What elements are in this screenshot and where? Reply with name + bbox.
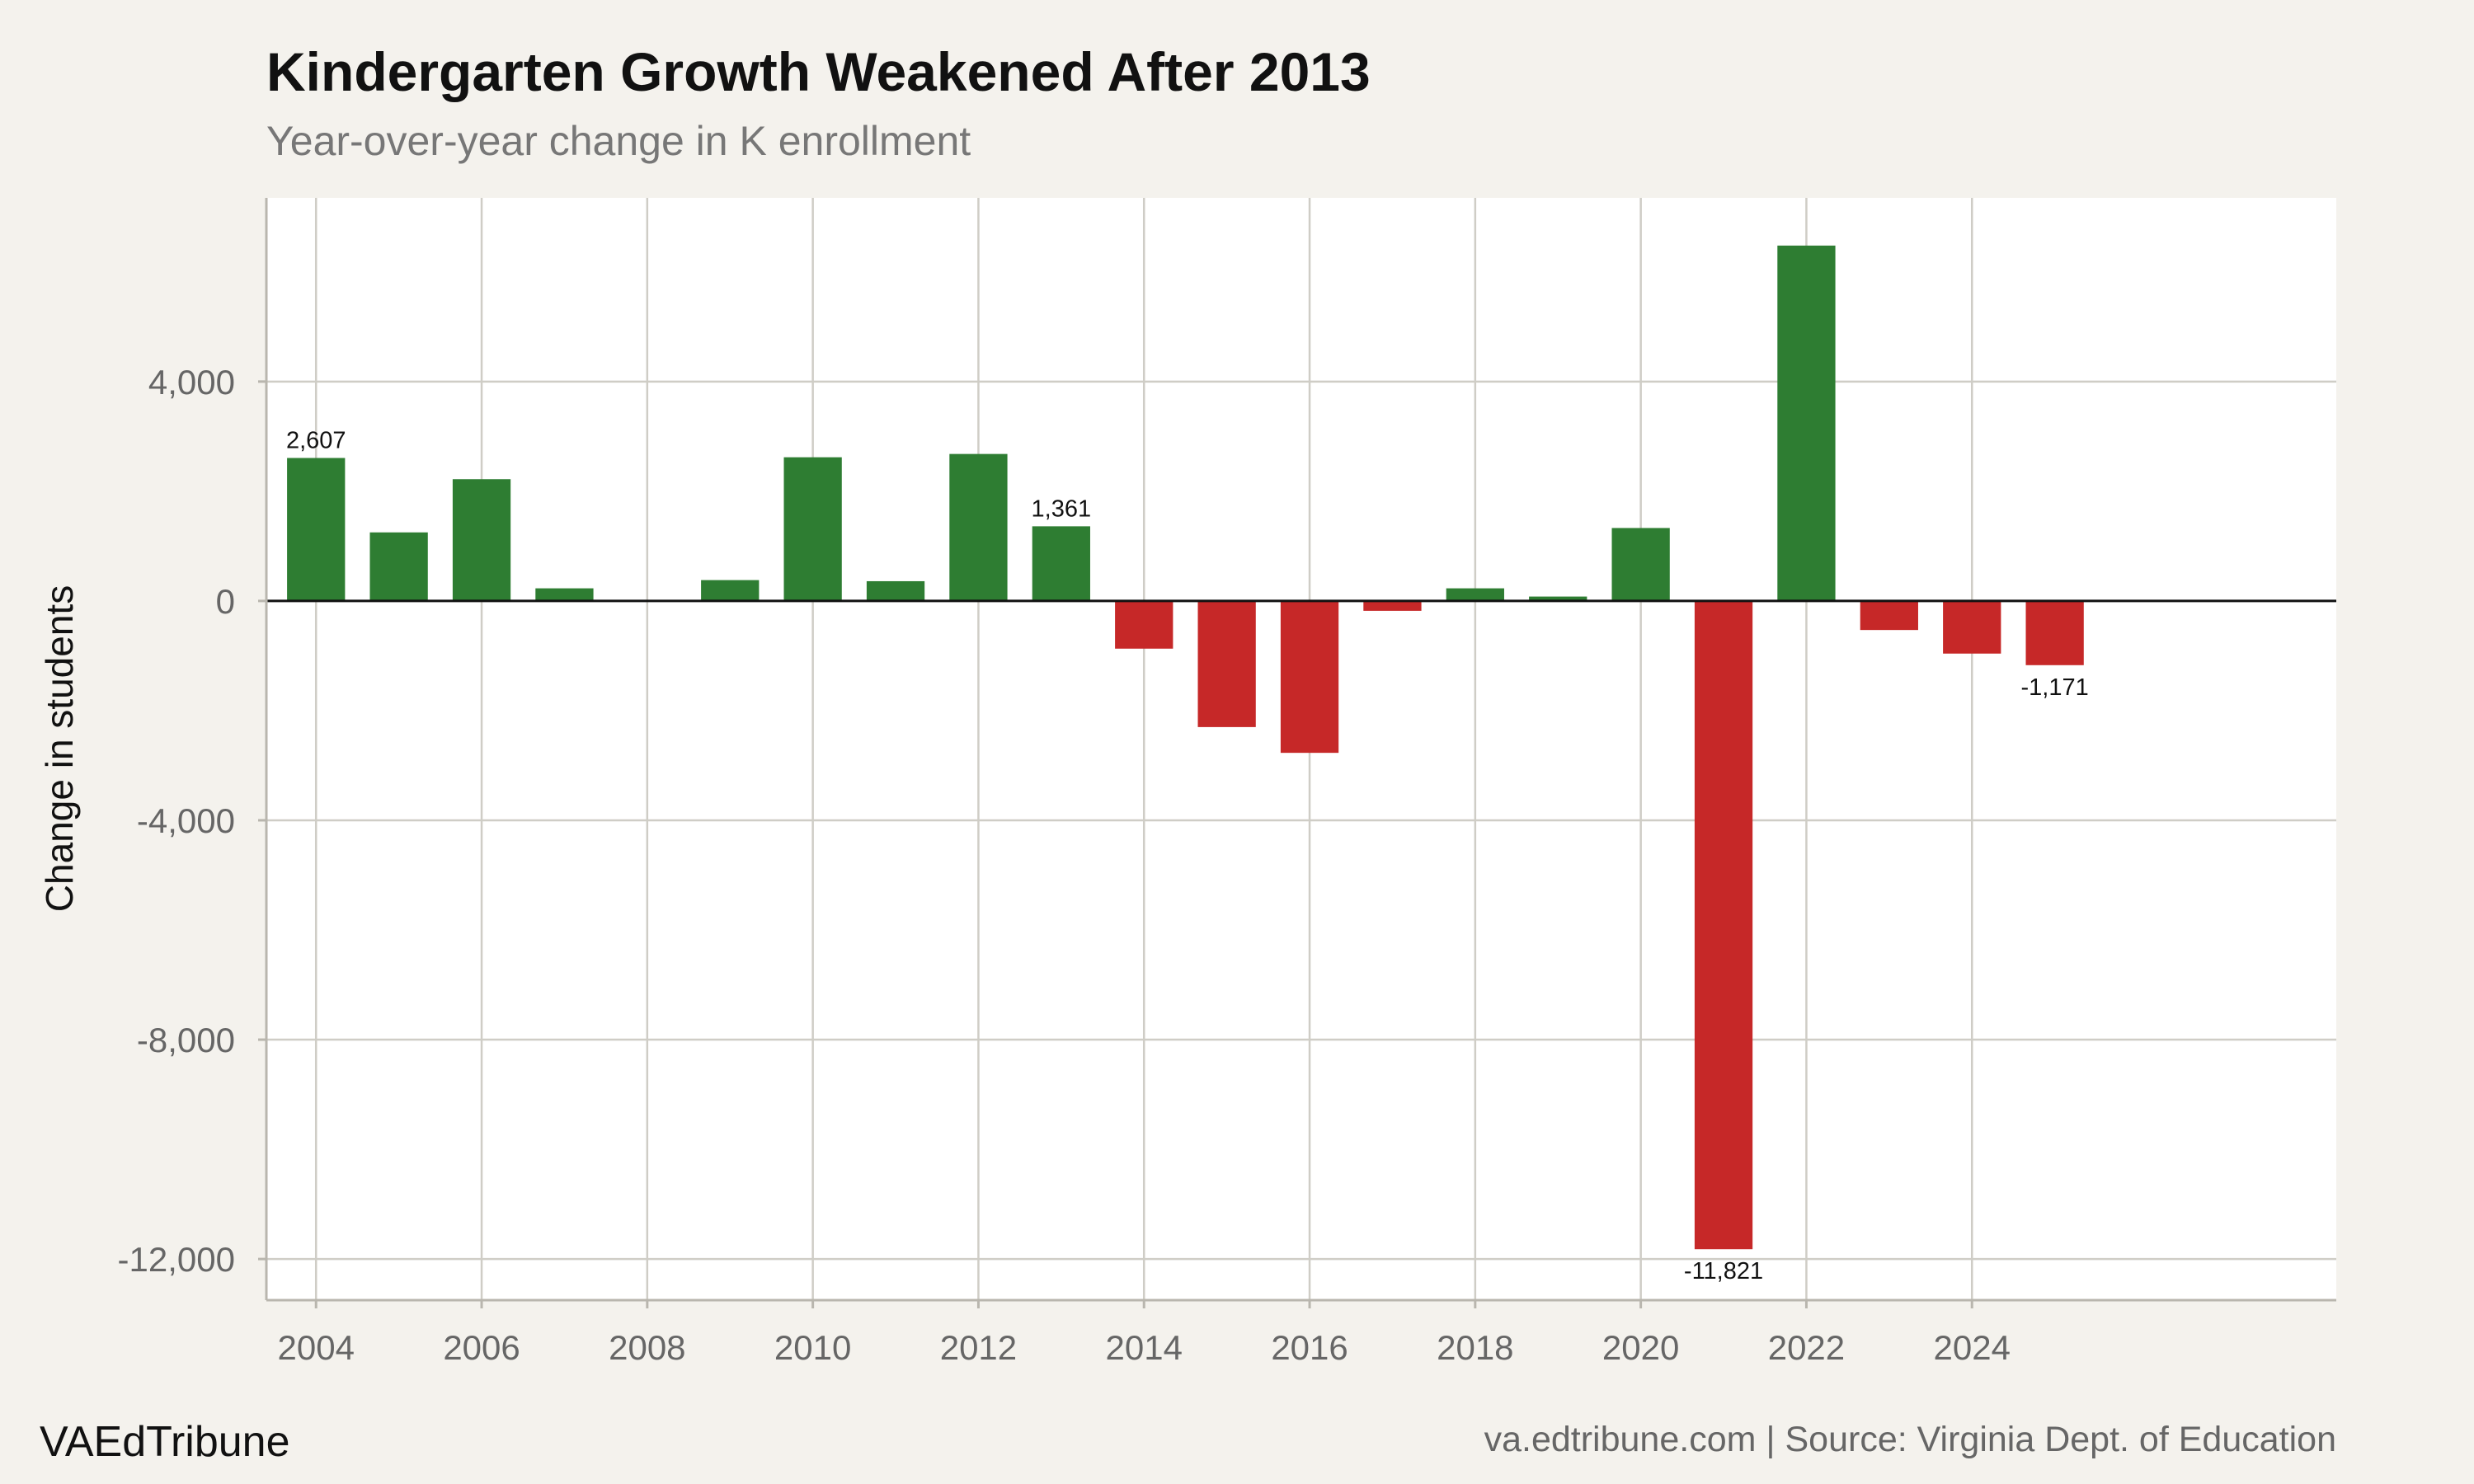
- tick-labels: 2004 2006 2008 2010 2012 2014 2016 2018 2020 2022…: [118, 363, 2011, 1367]
- x-tick-label-2014: 2014: [1106, 1328, 1183, 1367]
- x-tick-label-2018: 2018: [1437, 1328, 1513, 1367]
- bar-2015: [1197, 600, 1256, 727]
- x-tick-label-2024: 2024: [1934, 1328, 2011, 1367]
- x-tick-label-2008: 2008: [609, 1328, 685, 1367]
- x-tick-label-2004: 2004: [278, 1328, 355, 1367]
- x-tick-label-2020: 2020: [1602, 1328, 1679, 1367]
- data-label-2025: -1,171: [2021, 674, 2089, 701]
- axes: [258, 198, 2336, 1308]
- x-tick-label-2016: 2016: [1271, 1328, 1348, 1367]
- bar-2018: [1446, 588, 1504, 601]
- bar-2023: [1860, 600, 1918, 631]
- bar-2007: [535, 588, 594, 601]
- bar-2012: [949, 453, 1008, 601]
- x-tick-label-2010: 2010: [774, 1328, 851, 1367]
- y-axis-label: Change in students: [38, 585, 81, 912]
- bar-2025: [2025, 600, 2084, 665]
- bar-2006: [452, 479, 511, 601]
- brand-name: VAEdTribune: [40, 1418, 290, 1466]
- data-label-2013: 1,361: [1032, 495, 1092, 522]
- bar-2009: [701, 580, 760, 601]
- bar-2011: [866, 580, 925, 601]
- bar-2017: [1363, 600, 1422, 611]
- y-tick-label-2: -4,000: [137, 801, 235, 840]
- y-tick-label-4: -12,000: [118, 1240, 235, 1279]
- data-label-2021: -11,821: [1684, 1258, 1763, 1284]
- bar-2024: [1943, 600, 2001, 654]
- bar-2004: [287, 458, 346, 601]
- x-tick-label-2006: 2006: [443, 1328, 520, 1367]
- y-tick-label-1: 0: [216, 582, 235, 621]
- gridlines: [266, 198, 2336, 1300]
- chart-subtitle: Year-over-year change in K enrollment: [266, 118, 971, 164]
- bar-2010: [783, 457, 842, 601]
- bar-2019: [1529, 596, 1587, 601]
- bar-2005: [369, 532, 428, 601]
- bar-2016: [1280, 600, 1339, 754]
- data-label-2004: 2,607: [286, 427, 346, 453]
- bar-2021: [1694, 600, 1753, 1250]
- x-tick-label-2022: 2022: [1768, 1328, 1845, 1367]
- bar-2020: [1611, 528, 1670, 601]
- bar-2014: [1115, 600, 1174, 649]
- x-tick-label-2012: 2012: [940, 1328, 1017, 1367]
- data-labels: 2,607 1,361 -11,821 -1,171: [286, 427, 2089, 1284]
- bar-2022: [1777, 245, 1836, 601]
- bars: [287, 245, 2084, 1250]
- chart-title: Kindergarten Growth Weakened After 2013: [266, 41, 1371, 102]
- bar-2013: [1032, 526, 1090, 601]
- y-tick-label-0: 4,000: [148, 363, 235, 402]
- y-tick-label-3: -8,000: [137, 1021, 235, 1059]
- source-credit: va.edtribune.com | Source: Virginia Dept…: [1484, 1420, 2336, 1459]
